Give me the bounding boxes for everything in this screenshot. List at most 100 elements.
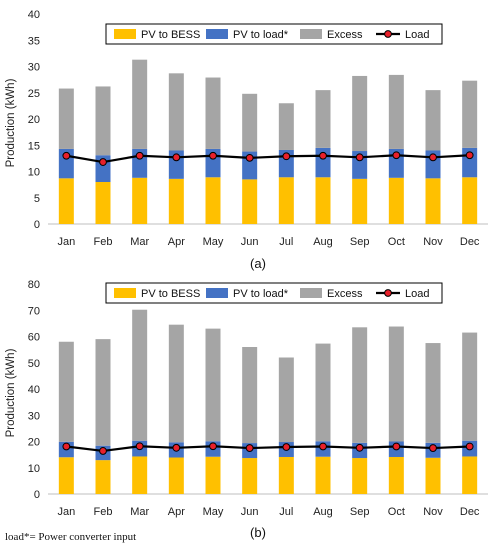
bar-pv-to-bess xyxy=(242,179,258,224)
bar-pv-to-bess xyxy=(205,177,221,224)
bar-excess xyxy=(388,326,404,442)
load-marker xyxy=(319,442,327,451)
y-tick-label: 0 xyxy=(34,219,40,231)
x-tick-label: Jan xyxy=(57,236,75,248)
bar-excess xyxy=(315,90,331,148)
load-line xyxy=(66,154,470,164)
bar-excess xyxy=(278,357,294,443)
y-tick-label: 40 xyxy=(28,9,40,21)
y-tick-label: 30 xyxy=(28,410,40,422)
bar-pv-to-bess xyxy=(168,457,184,494)
load-marker xyxy=(245,153,254,162)
y-tick-label: 50 xyxy=(28,358,40,370)
x-tick-label: Mar xyxy=(130,236,149,248)
bar-pv-to-bess xyxy=(352,458,368,494)
x-tick-label: Jul xyxy=(279,236,293,248)
bar-excess xyxy=(95,86,111,156)
bar-pv-to-bess xyxy=(315,456,331,494)
load-marker xyxy=(62,442,71,451)
x-tick-label: Oct xyxy=(388,236,405,248)
bar-excess xyxy=(425,343,441,443)
legend-swatch xyxy=(300,288,322,298)
load-marker xyxy=(135,151,144,160)
bar-pv-to-bess xyxy=(425,457,441,494)
bar-excess xyxy=(388,74,404,149)
x-tick-label: Sep xyxy=(350,236,370,248)
legend-swatch xyxy=(114,29,136,39)
bar-excess xyxy=(95,339,111,446)
y-tick-label: 20 xyxy=(28,114,40,126)
load-marker xyxy=(392,442,401,451)
load-marker xyxy=(99,447,107,455)
footnote: load*= Power converter input xyxy=(5,531,136,543)
bar-pv-to-bess xyxy=(462,177,478,224)
y-tick-label: 25 xyxy=(28,88,40,100)
legend-label: Excess xyxy=(327,288,363,300)
x-tick-label: Nov xyxy=(423,236,443,248)
bar-pv-to-bess xyxy=(132,456,148,494)
x-tick-label: Nov xyxy=(423,506,443,518)
bar-excess xyxy=(132,59,148,149)
legend-label: Load xyxy=(405,29,429,41)
legend-box xyxy=(105,282,443,304)
legend-marker xyxy=(384,30,392,38)
legend-swatch xyxy=(206,288,228,298)
legend-label: Excess xyxy=(327,29,363,41)
y-tick-label: 60 xyxy=(28,332,40,344)
legend-marker xyxy=(384,289,392,297)
x-tick-label: Oct xyxy=(388,506,405,518)
x-tick-label: Jun xyxy=(241,236,259,248)
load-marker xyxy=(282,443,291,451)
load-marker xyxy=(465,442,474,451)
bar-pv-to-bess xyxy=(95,460,111,494)
y-axis-label: Production (kWh) xyxy=(5,78,17,167)
load-marker xyxy=(209,151,217,160)
x-tick-label: Dec xyxy=(460,236,480,248)
bar-excess xyxy=(168,73,184,151)
bar-pv-to-bess xyxy=(278,177,294,224)
bar-pv-to-bess xyxy=(315,177,331,224)
bar-excess xyxy=(315,343,331,442)
x-tick-label: May xyxy=(203,506,224,518)
load-marker xyxy=(62,151,71,160)
bar-pv-to-bess xyxy=(425,178,441,224)
bar-pv-to-bess xyxy=(132,177,148,224)
legend-box xyxy=(105,23,443,45)
legend-label: PV to BESS xyxy=(141,29,200,41)
load-marker xyxy=(319,151,327,160)
load-marker xyxy=(135,442,144,451)
legend-label: Load xyxy=(405,288,429,300)
panel-caption-a: (a) xyxy=(250,256,266,271)
load-marker xyxy=(282,152,291,161)
bar-pv-to-bess xyxy=(95,182,111,224)
panel-caption-b: (b) xyxy=(250,525,266,540)
y-axis-label: Production (kWh) xyxy=(5,348,17,437)
load-marker xyxy=(172,153,181,162)
bar-excess xyxy=(352,327,368,443)
bar-pv-to-bess xyxy=(462,456,478,494)
bar-pv-to-bess xyxy=(205,456,221,494)
load-marker xyxy=(355,153,364,162)
y-tick-label: 10 xyxy=(28,167,40,179)
load-marker xyxy=(99,158,107,166)
bar-excess xyxy=(242,93,258,152)
bar-excess xyxy=(132,309,148,441)
legend-swatch xyxy=(206,29,228,39)
y-tick-label: 10 xyxy=(28,463,40,475)
x-tick-label: May xyxy=(203,236,224,248)
bar-excess xyxy=(168,324,184,443)
legend-swatch xyxy=(114,288,136,298)
bar-excess xyxy=(205,328,221,442)
legend-swatch xyxy=(300,29,322,39)
y-tick-label: 40 xyxy=(28,384,40,396)
x-tick-label: Feb xyxy=(94,236,113,248)
bar-excess xyxy=(58,88,74,149)
bar-excess xyxy=(462,80,478,148)
y-tick-label: 70 xyxy=(28,305,40,317)
bar-pv-to-bess xyxy=(352,178,368,224)
bar-excess xyxy=(425,90,441,151)
x-tick-label: Dec xyxy=(460,506,480,518)
bar-excess xyxy=(278,103,294,150)
bar-pv-to-bess xyxy=(168,178,184,224)
